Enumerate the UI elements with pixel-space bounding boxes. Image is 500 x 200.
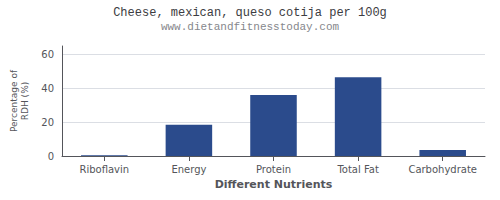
svg-text:20: 20 [41, 117, 54, 128]
svg-text:0: 0 [48, 151, 54, 162]
svg-text:Different Nutrients: Different Nutrients [215, 178, 333, 191]
svg-text:Riboflavin: Riboflavin [79, 164, 129, 175]
svg-text:RDH (%): RDH (%) [20, 82, 30, 120]
svg-text:40: 40 [41, 83, 54, 94]
svg-text:Protein: Protein [256, 164, 291, 175]
svg-text:60: 60 [41, 49, 54, 60]
svg-text:www.dietandfitnesstoday.com: www.dietandfitnesstoday.com [161, 21, 340, 33]
svg-text:Carbohydrate: Carbohydrate [408, 164, 477, 175]
svg-text:Percentage of: Percentage of [9, 69, 19, 132]
svg-text:Energy: Energy [171, 164, 206, 175]
svg-text:Cheese, mexican, queso cotija: Cheese, mexican, queso cotija per 100g [113, 6, 387, 20]
svg-text:Total Fat: Total Fat [336, 164, 378, 175]
